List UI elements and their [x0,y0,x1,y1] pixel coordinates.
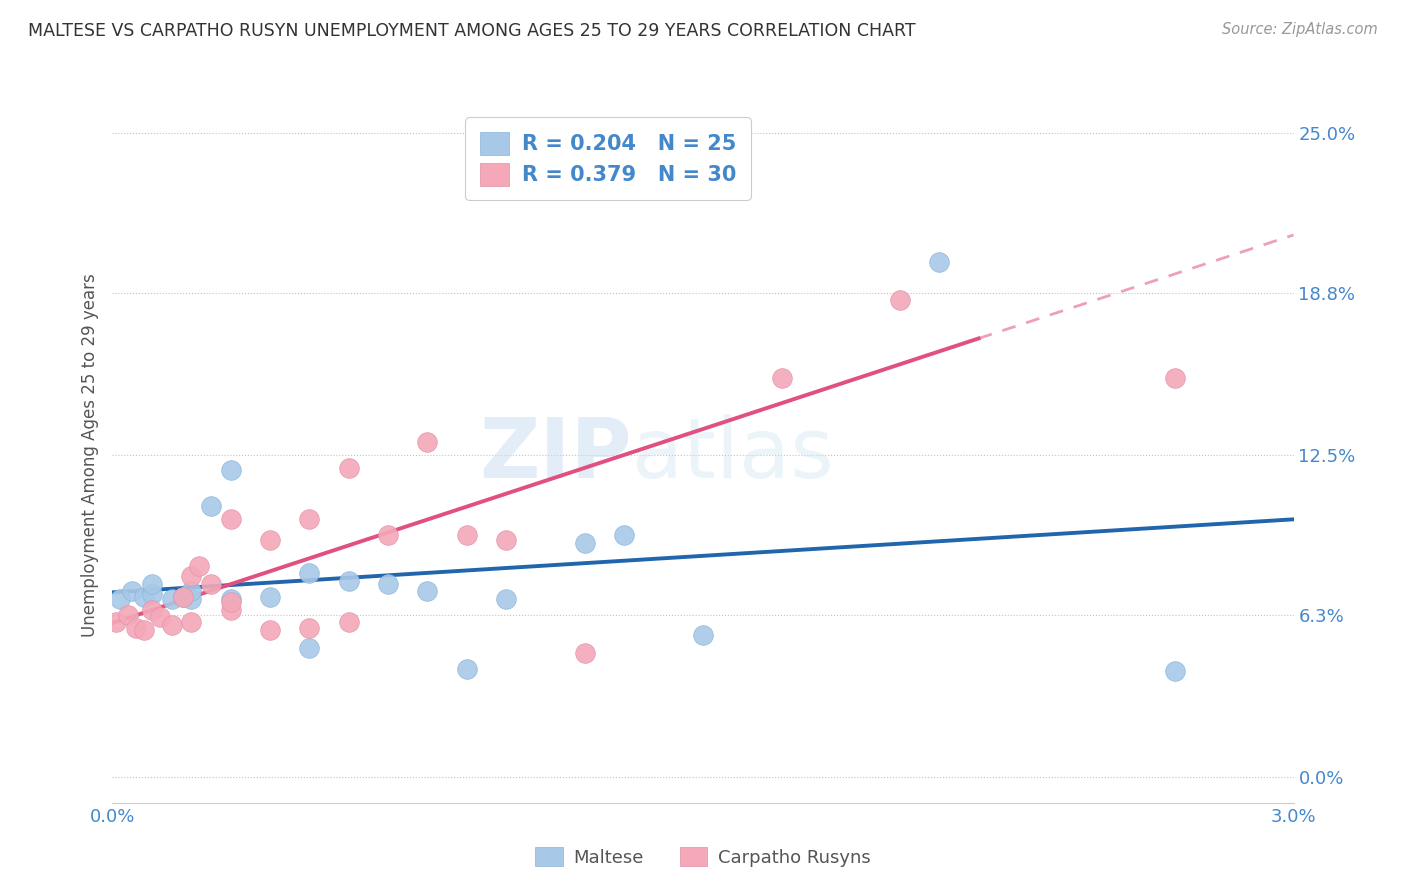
Point [416,435,439,450]
Point [1164,665,1187,679]
Point [105,615,128,630]
Point [770,370,793,384]
Point [172,590,194,604]
Point [219,592,242,607]
Text: MALTESE VS CARPATHO RUSYN UNEMPLOYMENT AMONG AGES 25 TO 29 YEARS CORRELATION CHA: MALTESE VS CARPATHO RUSYN UNEMPLOYMENT A… [28,22,915,40]
Point [172,590,194,604]
Point [889,293,911,308]
Point [377,528,399,542]
Point [456,662,478,676]
Point [337,615,360,630]
Point [132,590,155,604]
Text: atlas: atlas [633,415,834,495]
Point [574,646,596,660]
Point [200,576,222,591]
Point [180,615,202,630]
Point [495,533,517,547]
Point [149,610,172,624]
Point [298,641,321,656]
Point [652,178,675,192]
Point [141,602,163,616]
Point [180,592,202,607]
Point [125,621,148,635]
Point [574,535,596,549]
Point [141,587,163,601]
Point [377,576,399,591]
Point [219,463,242,477]
Point [298,621,321,635]
Text: ZIP: ZIP [479,415,633,495]
Point [160,618,183,632]
Point [110,592,132,607]
Point [180,584,202,599]
Point [180,569,202,583]
Point [132,623,155,637]
Point [219,512,242,526]
Point [613,528,636,542]
Point [219,602,242,616]
Point [219,595,242,609]
Point [117,607,139,622]
Point [259,623,281,637]
Point [298,512,321,526]
Y-axis label: Unemployment Among Ages 25 to 29 years: Unemployment Among Ages 25 to 29 years [80,273,98,637]
Point [200,500,222,514]
Point [337,574,360,589]
Point [337,460,360,475]
Point [141,576,163,591]
Point [259,533,281,547]
Point [1164,370,1187,384]
Point [495,592,517,607]
Point [298,566,321,581]
Point [188,558,211,573]
Point [456,528,478,542]
Point [416,584,439,599]
Point [160,592,183,607]
Legend: R = 0.204   N = 25, R = 0.379   N = 30: R = 0.204 N = 25, R = 0.379 N = 30 [465,118,751,201]
Text: Source: ZipAtlas.com: Source: ZipAtlas.com [1222,22,1378,37]
Point [259,590,281,604]
Point [928,254,950,268]
Legend: Maltese, Carpatho Rusyns: Maltese, Carpatho Rusyns [529,840,877,874]
Point [692,628,714,642]
Point [121,584,143,599]
